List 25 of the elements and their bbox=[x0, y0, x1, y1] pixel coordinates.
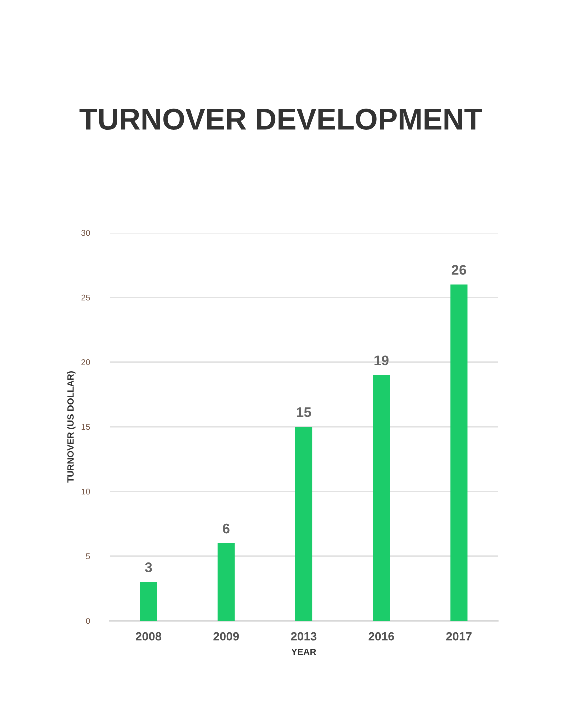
data-label: 26 bbox=[452, 265, 466, 276]
x-tick-label: 2013 bbox=[291, 632, 317, 641]
bar bbox=[295, 427, 313, 621]
x-tick-label: 2009 bbox=[214, 632, 240, 641]
x-tick-label: 2017 bbox=[446, 632, 472, 641]
bar bbox=[218, 543, 235, 621]
chart-title: TURNOVER DEVELOPMENT bbox=[80, 108, 482, 130]
data-label: 19 bbox=[374, 356, 389, 366]
x-tick-label: 2008 bbox=[136, 632, 162, 641]
y-axis-title: TURNOVER (US DOLLAR) bbox=[67, 372, 76, 483]
bar bbox=[373, 375, 390, 621]
x-axis-title: YEAR bbox=[292, 649, 316, 656]
y-tick-label: 10 bbox=[82, 488, 90, 495]
data-label: 3 bbox=[145, 562, 152, 573]
bar bbox=[450, 284, 468, 621]
data-label: 15 bbox=[297, 408, 312, 418]
y-tick-label: 5 bbox=[86, 554, 90, 560]
bar bbox=[140, 582, 158, 621]
y-tick-label: 25 bbox=[82, 294, 90, 301]
y-tick-label: 30 bbox=[82, 230, 90, 236]
x-tick-label: 2016 bbox=[368, 632, 394, 641]
y-tick-label: 15 bbox=[82, 424, 90, 430]
y-tick-label: 20 bbox=[82, 360, 90, 366]
data-label: 6 bbox=[223, 524, 230, 534]
y-tick-label: 0 bbox=[86, 618, 90, 624]
